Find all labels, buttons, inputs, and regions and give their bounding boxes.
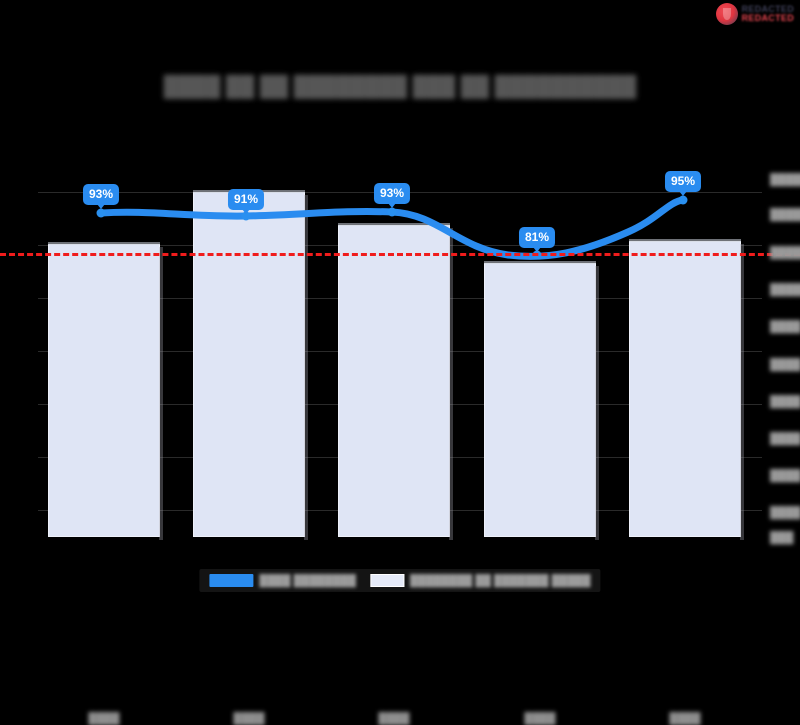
data-label-0: 93% xyxy=(82,184,120,209)
logo-wordmark: REDACTED REDACTED xyxy=(742,5,794,23)
x-axis-label-4: ████ xyxy=(669,713,701,725)
brand-logo: REDACTED REDACTED xyxy=(715,3,794,25)
legend-label-line: ████ ████████ xyxy=(259,574,356,587)
threshold-line xyxy=(0,253,800,256)
data-point-4[interactable] xyxy=(678,195,688,205)
right-axis-tick-6: ████ xyxy=(770,396,800,408)
logo-line-2: REDACTED xyxy=(741,13,794,23)
chart-legend: ████ ████████ ████████ ██ ███████ █████ xyxy=(199,569,601,592)
right-axis-tick-4: ████ xyxy=(770,321,800,333)
data-label-4: 95% xyxy=(664,171,702,196)
chart-canvas: REDACTED REDACTED ████ ██ ██ ████████ ██… xyxy=(0,3,800,725)
bar-category-3[interactable] xyxy=(484,261,599,540)
logo-line-1: REDACTED xyxy=(741,4,794,14)
legend-swatch-line-icon xyxy=(209,574,254,587)
logo-mark-icon xyxy=(715,3,738,25)
right-axis-tick-0: █████ xyxy=(770,174,800,186)
bar-category-2[interactable] xyxy=(338,223,453,540)
right-axis-tick-9: ████ xyxy=(770,507,800,519)
legend-item-line[interactable]: ████ ████████ xyxy=(209,574,356,587)
x-axis-label-2: ████ xyxy=(378,713,410,725)
bar-category-1[interactable] xyxy=(193,190,308,540)
chart-title: ████ ██ ██ ████████ ███ ██ ██████████ xyxy=(163,76,637,98)
bar-category-0[interactable] xyxy=(48,242,163,540)
right-axis-tick-7: ████ xyxy=(770,433,800,445)
data-point-2[interactable] xyxy=(387,207,397,217)
right-axis-tick-3: █████ xyxy=(770,284,800,296)
right-axis-tick-2: █████ xyxy=(770,247,800,259)
x-axis-label-3: ████ xyxy=(524,713,556,725)
bar-category-4[interactable] xyxy=(629,239,744,540)
right-axis-tick-10: ███ xyxy=(770,532,794,544)
data-point-1[interactable] xyxy=(241,211,251,221)
data-point-0[interactable] xyxy=(96,208,106,218)
legend-label-bar: ████████ ██ ███████ █████ xyxy=(409,574,591,587)
data-label-3: 81% xyxy=(518,227,556,252)
x-axis-label-1: ████ xyxy=(233,713,265,725)
legend-item-bar[interactable]: ████████ ██ ███████ █████ xyxy=(369,574,591,587)
legend-swatch-bar-icon xyxy=(369,574,404,587)
right-axis-tick-5: ████ xyxy=(770,359,800,371)
data-label-1: 91% xyxy=(227,189,265,214)
trend-line-series xyxy=(97,196,687,260)
data-label-2: 93% xyxy=(373,183,411,208)
right-axis-tick-8: ████ xyxy=(770,470,800,482)
right-axis-tick-1: █████ xyxy=(770,209,800,221)
plot-area: 93% 91% 93% 81% 95% ███ ██% ██% ██% ██% … xyxy=(0,170,800,725)
x-axis-label-0: ████ xyxy=(88,713,120,725)
